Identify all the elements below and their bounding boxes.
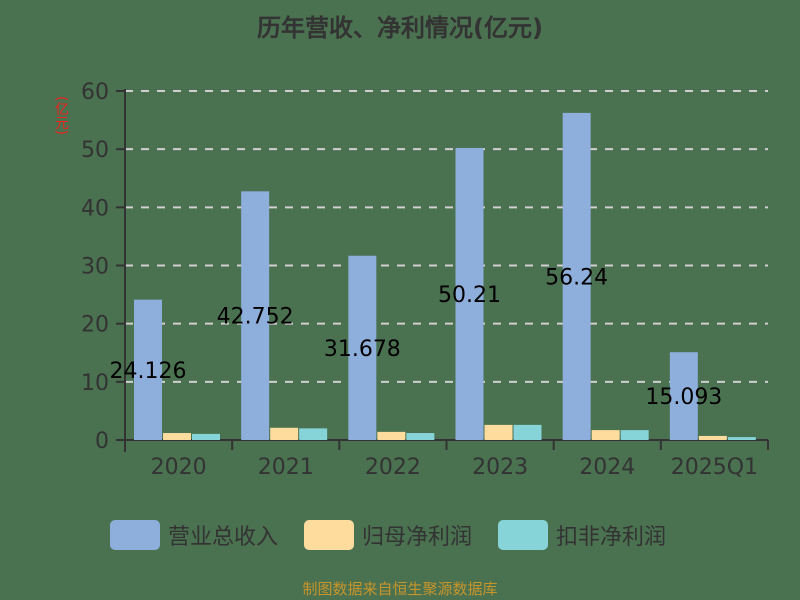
legend-label-deducted-net-profit: 扣非净利润 bbox=[556, 525, 667, 550]
bar-revenue bbox=[455, 147, 484, 440]
legend-item-deducted-net-profit[interactable]: 扣非净利润 bbox=[498, 519, 666, 551]
bar-revenue bbox=[669, 352, 698, 440]
bar-net-profit bbox=[484, 424, 513, 440]
y-tick-label: 60 bbox=[81, 80, 109, 105]
bar-deducted-net-profit bbox=[513, 424, 542, 440]
chart-legend: 营业总收入 归母净利润 扣非净利润 bbox=[110, 519, 692, 551]
bar-net-profit bbox=[591, 430, 620, 440]
y-tick-label: 50 bbox=[81, 138, 109, 163]
legend-swatch-net-profit bbox=[304, 520, 355, 550]
data-label: 24.126 bbox=[110, 359, 187, 384]
bar-net-profit bbox=[270, 427, 299, 440]
bar-net-profit bbox=[698, 435, 727, 440]
y-axis-unit-label: (亿元) bbox=[53, 96, 69, 135]
bar-revenue bbox=[562, 112, 591, 440]
bar-revenue bbox=[134, 299, 162, 440]
bar-deducted-net-profit bbox=[727, 437, 756, 440]
bar-deducted-net-profit bbox=[620, 430, 649, 440]
x-tick-label: 2021 bbox=[258, 455, 314, 480]
y-tick-label: 0 bbox=[95, 429, 109, 454]
y-tick-label: 10 bbox=[81, 371, 109, 396]
legend-label-revenue: 营业总收入 bbox=[168, 525, 279, 550]
bar-deducted-net-profit bbox=[299, 428, 328, 440]
data-label: 56.24 bbox=[545, 265, 608, 290]
bar-revenue bbox=[348, 255, 377, 440]
data-label: 31.678 bbox=[324, 337, 401, 362]
y-tick-label: 20 bbox=[81, 313, 109, 338]
legend-item-net-profit[interactable]: 归母净利润 bbox=[304, 519, 472, 551]
bar-deducted-net-profit bbox=[192, 433, 220, 440]
x-tick-label: 2022 bbox=[365, 455, 421, 480]
data-source-note: 制图数据来自恒生聚源数据库 bbox=[302, 580, 498, 598]
y-tick-label: 40 bbox=[81, 196, 109, 221]
x-tick-label: 2024 bbox=[579, 455, 635, 480]
y-tick-label: 30 bbox=[81, 255, 109, 280]
bar-net-profit bbox=[377, 431, 406, 440]
x-tick-label: 2025Q1 bbox=[671, 455, 758, 480]
data-label: 50.21 bbox=[438, 283, 501, 308]
data-label: 42.752 bbox=[217, 305, 294, 330]
chart-title: 历年营收、净利情况(亿元) bbox=[257, 14, 543, 42]
bar-revenue bbox=[241, 191, 270, 440]
legend-label-net-profit: 归母净利润 bbox=[362, 525, 473, 550]
legend-swatch-deducted-net-profit bbox=[498, 520, 549, 550]
x-tick-label: 2023 bbox=[472, 455, 528, 480]
legend-swatch-revenue bbox=[110, 520, 160, 550]
legend-item-revenue[interactable]: 营业总收入 bbox=[110, 519, 278, 551]
bar-deducted-net-profit bbox=[406, 433, 435, 440]
x-tick-label: 2020 bbox=[151, 455, 207, 480]
bar-net-profit bbox=[163, 433, 191, 440]
data-label: 15.093 bbox=[645, 385, 722, 410]
